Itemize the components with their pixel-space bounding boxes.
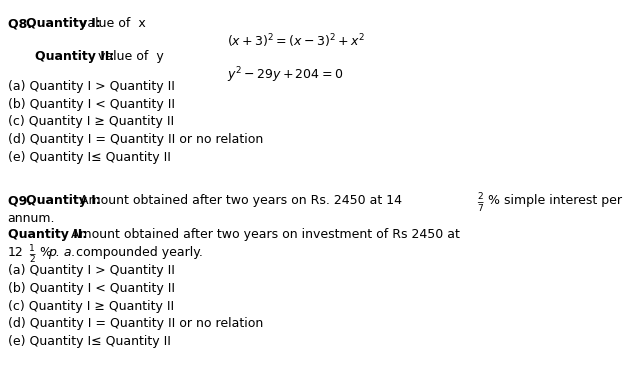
Text: Amount obtained after two years on Rs. 2450 at 14: Amount obtained after two years on Rs. 2… xyxy=(76,194,401,207)
Text: (e) Quantity I≤ Quantity II: (e) Quantity I≤ Quantity II xyxy=(8,151,171,164)
Text: (d) Quantity I = Quantity II or no relation: (d) Quantity I = Quantity II or no relat… xyxy=(8,133,263,146)
Text: 12: 12 xyxy=(8,246,23,259)
Text: Amount obtained after two years on investment of Rs 2450 at: Amount obtained after two years on inves… xyxy=(67,228,460,241)
Text: (a) Quantity I > Quantity II: (a) Quantity I > Quantity II xyxy=(8,264,175,277)
Text: Quantity II:: Quantity II: xyxy=(35,50,114,63)
Text: Quantity I:: Quantity I: xyxy=(26,17,101,30)
Text: $(x + 3)^2 = (x - 3)^2 + x^2$: $(x + 3)^2 = (x - 3)^2 + x^2$ xyxy=(227,33,365,50)
Text: (d) Quantity I = Quantity II or no relation: (d) Quantity I = Quantity II or no relat… xyxy=(8,317,263,330)
Text: Quantity II:: Quantity II: xyxy=(8,228,87,241)
Text: (c) Quantity I ≥ Quantity II: (c) Quantity I ≥ Quantity II xyxy=(8,115,174,128)
Text: value of  y: value of y xyxy=(94,50,164,63)
Text: 2: 2 xyxy=(29,255,35,264)
Text: % simple interest per: % simple interest per xyxy=(488,194,622,207)
Text: (b) Quantity I < Quantity II: (b) Quantity I < Quantity II xyxy=(8,282,175,295)
Text: compounded yearly.: compounded yearly. xyxy=(72,246,203,259)
Text: p. a.: p. a. xyxy=(48,246,76,259)
Text: 2: 2 xyxy=(478,192,483,202)
Text: ─: ─ xyxy=(29,251,35,260)
Text: %: % xyxy=(40,246,55,259)
Text: (e) Quantity I≤ Quantity II: (e) Quantity I≤ Quantity II xyxy=(8,335,171,348)
Text: (c) Quantity I ≥ Quantity II: (c) Quantity I ≥ Quantity II xyxy=(8,300,174,313)
Text: value of  x: value of x xyxy=(76,17,146,30)
Text: Q9.: Q9. xyxy=(8,194,36,207)
Text: annum.: annum. xyxy=(8,212,55,225)
Text: 7: 7 xyxy=(478,204,483,213)
Text: 1: 1 xyxy=(29,244,35,253)
Text: Quantity I:: Quantity I: xyxy=(26,194,101,207)
Text: (a) Quantity I > Quantity II: (a) Quantity I > Quantity II xyxy=(8,80,175,93)
Text: $y^2 - 29y + 204 = 0$: $y^2 - 29y + 204 = 0$ xyxy=(227,66,343,85)
Text: ─: ─ xyxy=(478,199,483,208)
Text: Q8.: Q8. xyxy=(8,17,36,30)
Text: (b) Quantity I < Quantity II: (b) Quantity I < Quantity II xyxy=(8,98,175,111)
